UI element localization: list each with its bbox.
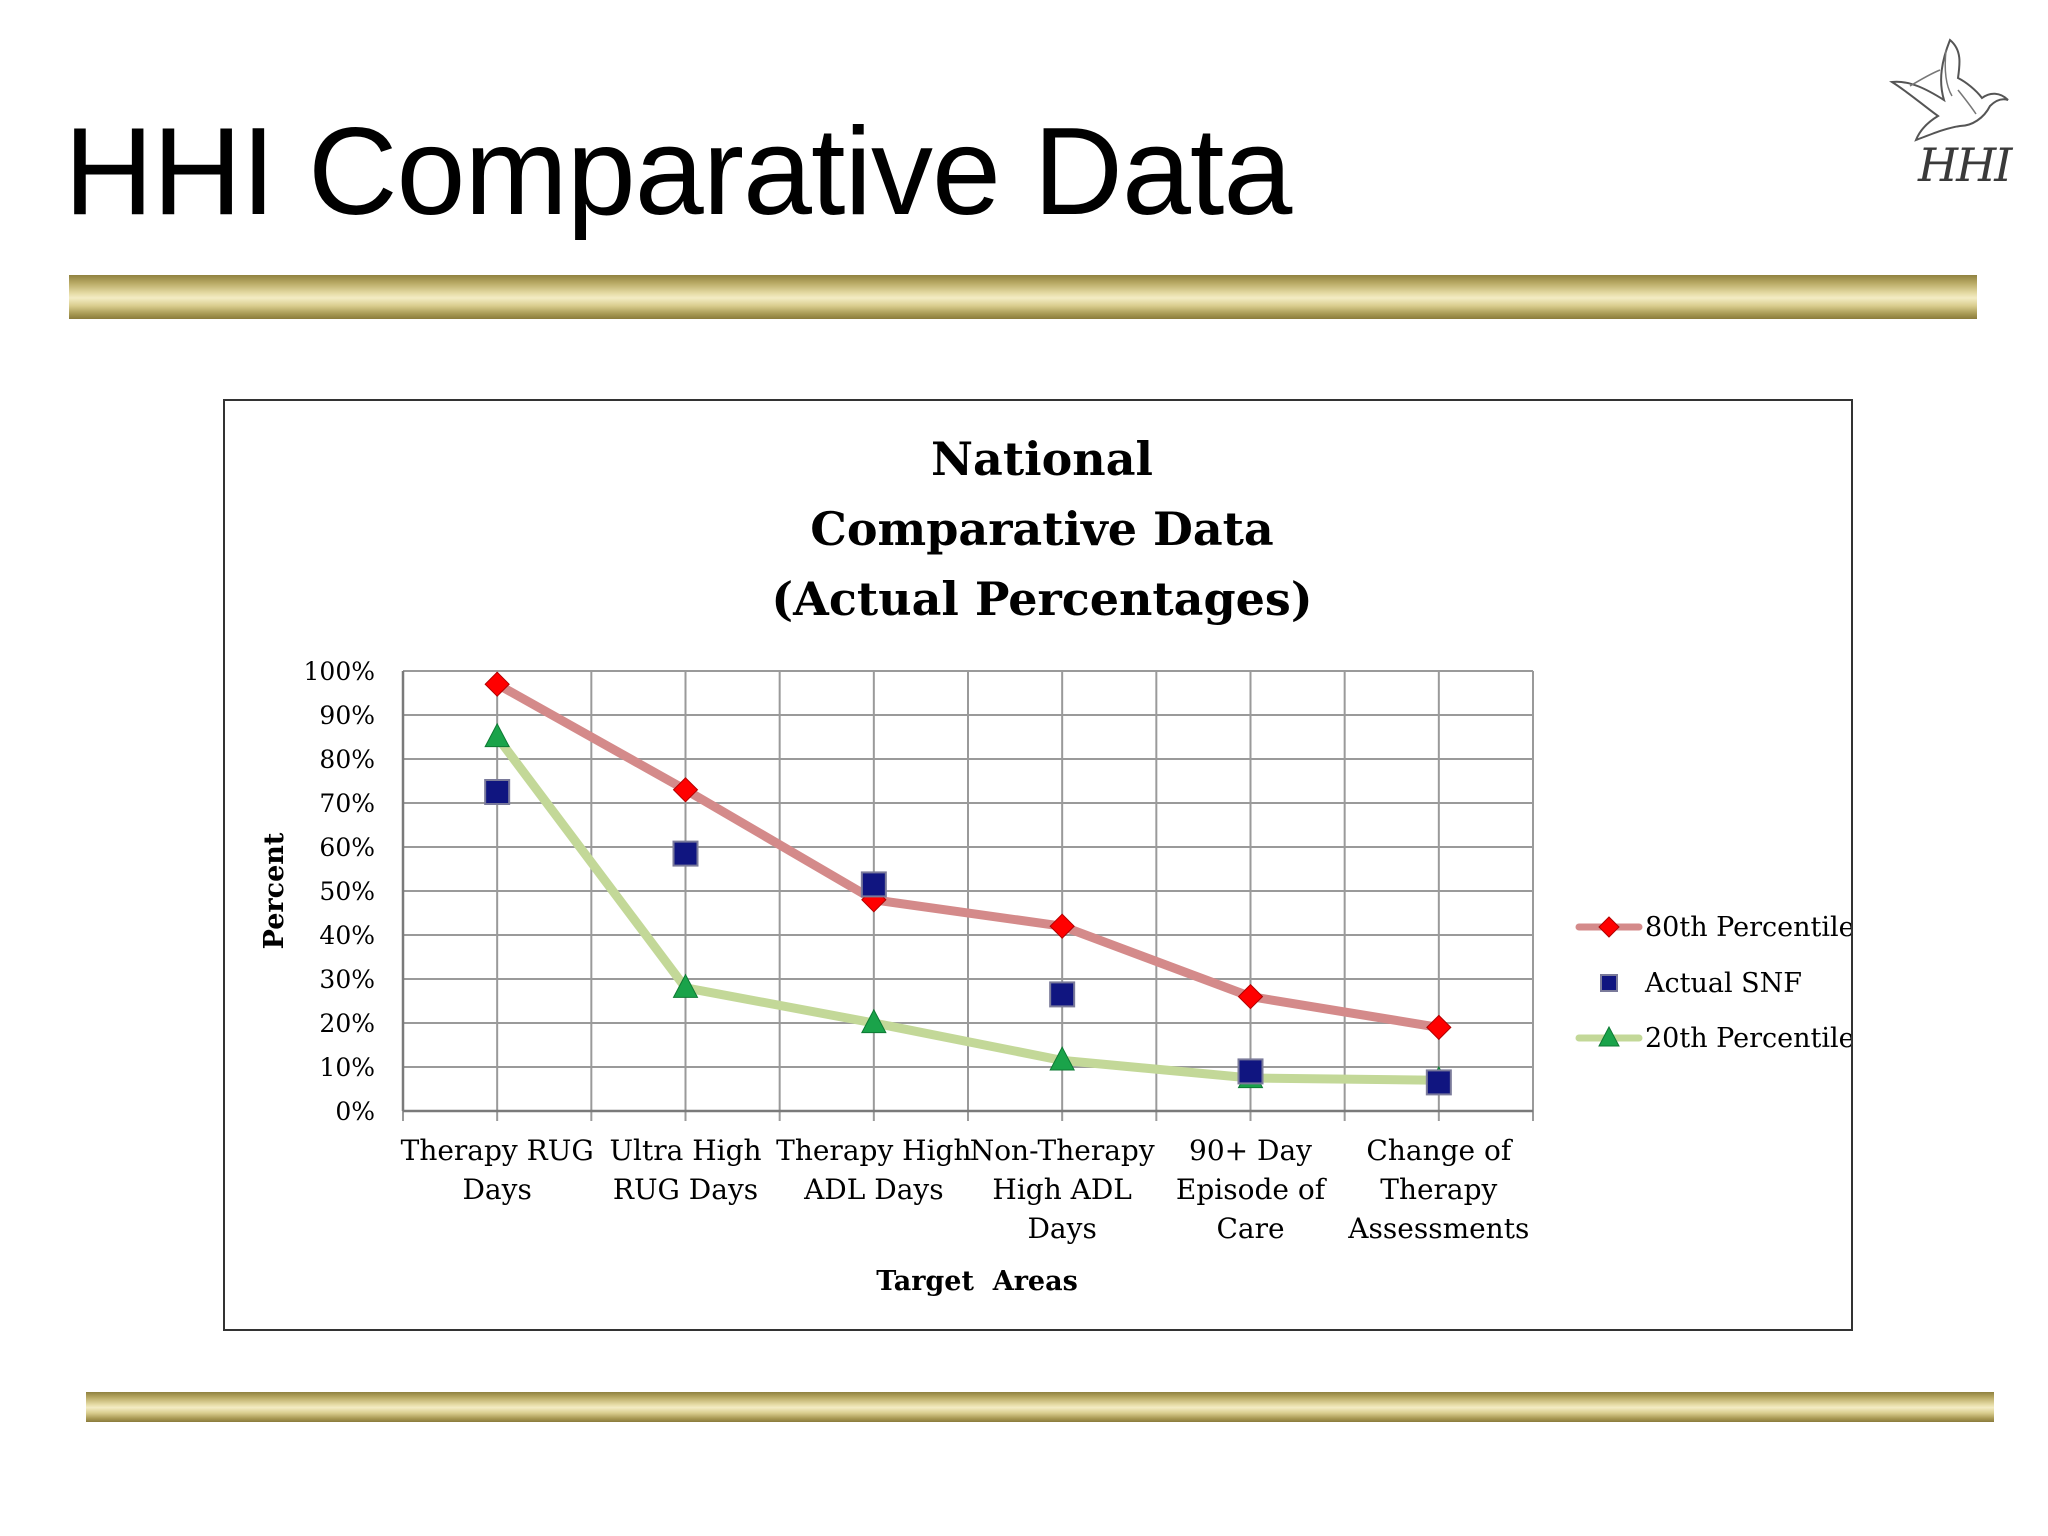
chart-title-line: National <box>931 432 1153 486</box>
x-axis-title: Target Areas <box>876 1266 1078 1297</box>
x-tick-label: High ADL <box>992 1173 1132 1206</box>
chart-title-line: (Actual Percentages) <box>771 572 1312 626</box>
data-point <box>861 1008 887 1034</box>
y-tick-label: 90% <box>319 701 375 730</box>
legend-label: 80th Percentile <box>1645 912 1851 943</box>
chart-frame: National Comparative Data (Actual Percenta… <box>223 399 1853 1331</box>
x-tick-label: Episode of <box>1176 1173 1328 1206</box>
y-tick-label: 40% <box>319 921 375 950</box>
data-point <box>1237 1058 1264 1085</box>
x-tick-label: Assessments <box>1347 1212 1529 1245</box>
data-point <box>1049 1046 1075 1071</box>
data-point <box>1049 913 1075 939</box>
series-line <box>492 732 1444 1085</box>
x-tick-label: Care <box>1216 1212 1284 1245</box>
data-point <box>672 840 699 867</box>
x-tick-label: Days <box>462 1173 531 1206</box>
x-tick-label: Non-Therapy <box>970 1134 1155 1167</box>
legend-label: Actual SNF <box>1644 968 1802 999</box>
dove-logo-icon <box>1889 38 2009 142</box>
data-point <box>672 777 699 803</box>
line-chart: National Comparative Data (Actual Percenta… <box>259 432 1851 1297</box>
x-tick-label: Therapy High <box>776 1134 971 1167</box>
series-line <box>492 679 1444 1032</box>
data-point <box>860 871 887 898</box>
data-point <box>1237 983 1264 1010</box>
y-tick-label: 30% <box>319 965 375 994</box>
y-tick-label: 80% <box>319 745 375 774</box>
data-point <box>1425 1069 1452 1096</box>
data-point <box>1426 1014 1452 1041</box>
y-tick-label: 0% <box>335 1097 375 1126</box>
y-tick-label: 60% <box>319 833 375 862</box>
top-divider-bar <box>69 275 1977 319</box>
y-tick-label: 70% <box>319 789 375 818</box>
x-tick-label: Ultra High <box>609 1134 761 1167</box>
x-tick-label: 90+ Day <box>1189 1134 1312 1167</box>
x-tick-label: RUG Days <box>613 1173 758 1206</box>
legend-label: 20th Percentile <box>1645 1023 1851 1054</box>
legend-marker <box>1598 916 1620 938</box>
data-point <box>672 973 699 998</box>
x-tick-label: ADL Days <box>803 1173 944 1206</box>
y-tick-label: 20% <box>319 1009 375 1038</box>
x-tick-label: Change of <box>1366 1134 1513 1167</box>
y-axis-title: Percent <box>259 832 290 949</box>
logo-text: HHI <box>1918 138 2012 192</box>
y-tick-label: 50% <box>319 877 375 906</box>
bottom-divider-bar <box>86 1392 1994 1422</box>
chart-title-line: Comparative Data <box>810 502 1273 556</box>
x-tick-label: Therapy <box>1380 1173 1497 1206</box>
data-point <box>484 779 511 805</box>
data-point <box>484 722 510 748</box>
legend-marker <box>1598 1025 1620 1047</box>
legend-marker <box>1600 974 1618 992</box>
x-tick-label: Therapy RUG <box>401 1134 594 1167</box>
y-tick-label: 100% <box>304 657 375 686</box>
data-point <box>1049 981 1076 1008</box>
slide-title: HHI Comparative Data <box>64 103 1292 241</box>
y-tick-label: 10% <box>319 1053 375 1082</box>
x-tick-label: Days <box>1027 1212 1096 1245</box>
data-point <box>484 671 510 697</box>
